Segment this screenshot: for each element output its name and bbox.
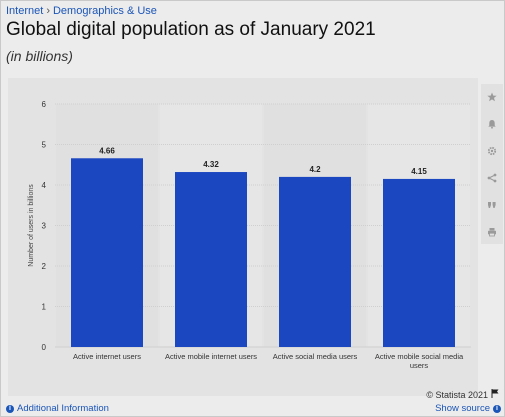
share-icon[interactable] (481, 167, 503, 189)
category-label: Active internet users (73, 352, 141, 361)
category-label: Active mobile internet users (165, 352, 257, 361)
y-tick-label: 6 (42, 100, 47, 109)
y-tick-label: 0 (42, 343, 47, 352)
breadcrumb: Internet › Demographics & Use (6, 5, 157, 17)
y-tick-label: 5 (42, 141, 47, 150)
y-tick-label: 3 (42, 222, 47, 231)
y-tick-label: 4 (42, 181, 47, 190)
additional-information-label: Additional Information (17, 403, 109, 414)
bar[interactable] (279, 176, 351, 347)
print-icon[interactable] (481, 221, 503, 243)
bar-chart: 0 1 2 3 4 5 6 Number of users in billions 4.66 Ac… (28, 100, 471, 370)
bar[interactable] (71, 158, 143, 347)
bar[interactable] (383, 178, 455, 347)
star-icon[interactable] (481, 86, 503, 108)
y-tick-label: 1 (42, 303, 47, 312)
data-label: 4.15 (411, 167, 427, 176)
additional-information-link[interactable]: i Additional Information (6, 403, 109, 414)
bar[interactable] (175, 172, 247, 347)
chart-subtitle: (in billions) (6, 48, 73, 64)
breadcrumb-link-internet[interactable]: Internet (6, 5, 44, 17)
credit-text: © Statista 2021 (426, 389, 488, 400)
gear-icon[interactable] (481, 140, 503, 162)
show-source-link[interactable]: Show source i (435, 403, 501, 414)
breadcrumb-link-demographics[interactable]: Demographics & Use (52, 5, 157, 17)
category-label: Active mobile social media users (375, 352, 464, 370)
bell-icon[interactable] (481, 113, 503, 135)
info-icon: i (6, 404, 14, 413)
quote-icon[interactable] (481, 194, 503, 216)
data-label: 4.66 (99, 146, 115, 155)
y-tick-label: 2 (42, 262, 47, 271)
page-title: Global digital population as of January … (6, 19, 376, 40)
flag-icon (491, 389, 499, 400)
data-label: 4.32 (203, 160, 219, 169)
chart-toolbar (481, 84, 503, 244)
breadcrumb-separator: › (46, 5, 50, 17)
y-axis-title: Number of users in billions (28, 184, 35, 267)
show-source-label: Show source (435, 403, 490, 414)
info-icon: i (493, 404, 501, 413)
category-label: Active social media users (273, 352, 358, 361)
data-label: 4.2 (309, 165, 321, 174)
statista-credit: © Statista 2021 (426, 389, 499, 400)
chart-panel: 0 1 2 3 4 5 6 Number of users in billions 4.66 Ac… (8, 78, 478, 396)
